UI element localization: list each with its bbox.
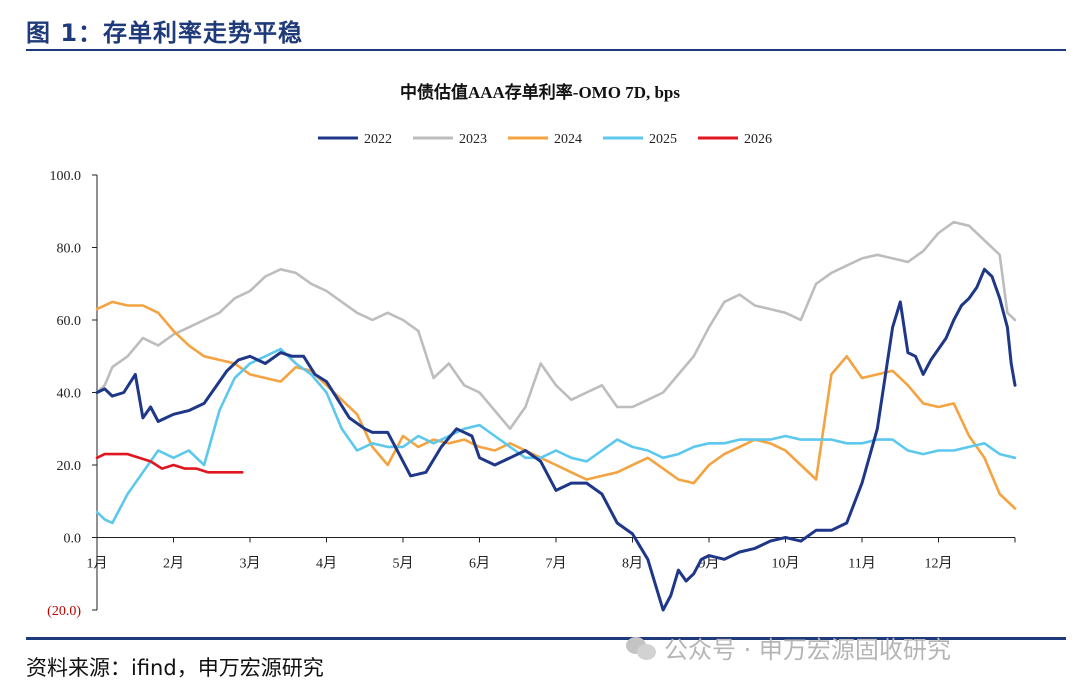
y-tick-label: 20.0: [57, 459, 82, 474]
legend-label-2022: 2022: [364, 132, 392, 147]
chart-title: 中债估值AAA存单利率-OMO 7D, bps: [399, 83, 681, 102]
footer-rule: [26, 637, 1066, 640]
x-tick-label: 4月: [316, 556, 337, 572]
y-tick-label: 40.0: [57, 387, 82, 402]
y-tick-label: 60.0: [57, 314, 82, 329]
x-tick-label: 7月: [546, 556, 567, 572]
series-line-2024: [95, 300, 1017, 510]
x-tick-label: 1月: [87, 556, 108, 572]
chart-series: [95, 220, 1017, 612]
y-tick-label: 80.0: [57, 242, 82, 257]
x-tick-label: 12月: [925, 556, 953, 572]
figure-title: 图 1：存单利率走势平稳: [26, 19, 304, 47]
y-tick-label: (20.0): [47, 604, 81, 619]
wechat-icon: [626, 635, 656, 661]
y-tick-label: 100.0: [50, 169, 82, 184]
legend-label-2024: 2024: [554, 132, 582, 147]
chart-legend: 2022 2023 2024 2025 2026: [318, 132, 772, 147]
source-note: 资料来源：ifind，申万宏源研究: [26, 656, 324, 680]
x-tick-label: 3月: [240, 556, 261, 572]
x-tick-label: 11月: [848, 556, 875, 572]
legend-label-2026: 2026: [744, 132, 772, 147]
x-tick-label: 6月: [469, 556, 490, 572]
series-line-2023: [95, 220, 1017, 431]
x-tick-label: 8月: [622, 556, 643, 572]
x-tick-label: 5月: [393, 556, 414, 572]
watermark: 公众号 · 申万宏源固收研究: [626, 630, 951, 665]
legend-label-2025: 2025: [649, 132, 677, 147]
series-line-2022: [95, 267, 1017, 612]
x-tick-label: 2月: [163, 556, 184, 572]
chart-axes: 100.0 80.0 60.0 40.0 20.0 0.0 (20.0) 1月 2月 3月 4月 5月…: [47, 169, 1016, 619]
series-line-2026: [95, 452, 244, 474]
x-tick-label: 10月: [772, 556, 800, 572]
watermark-text: 公众号 · 申万宏源固收研究: [664, 636, 951, 664]
series-line-2025: [95, 347, 1017, 525]
y-tick-label: 0.0: [64, 532, 82, 547]
title-rule: [26, 49, 1066, 51]
legend-label-2023: 2023: [459, 132, 487, 147]
